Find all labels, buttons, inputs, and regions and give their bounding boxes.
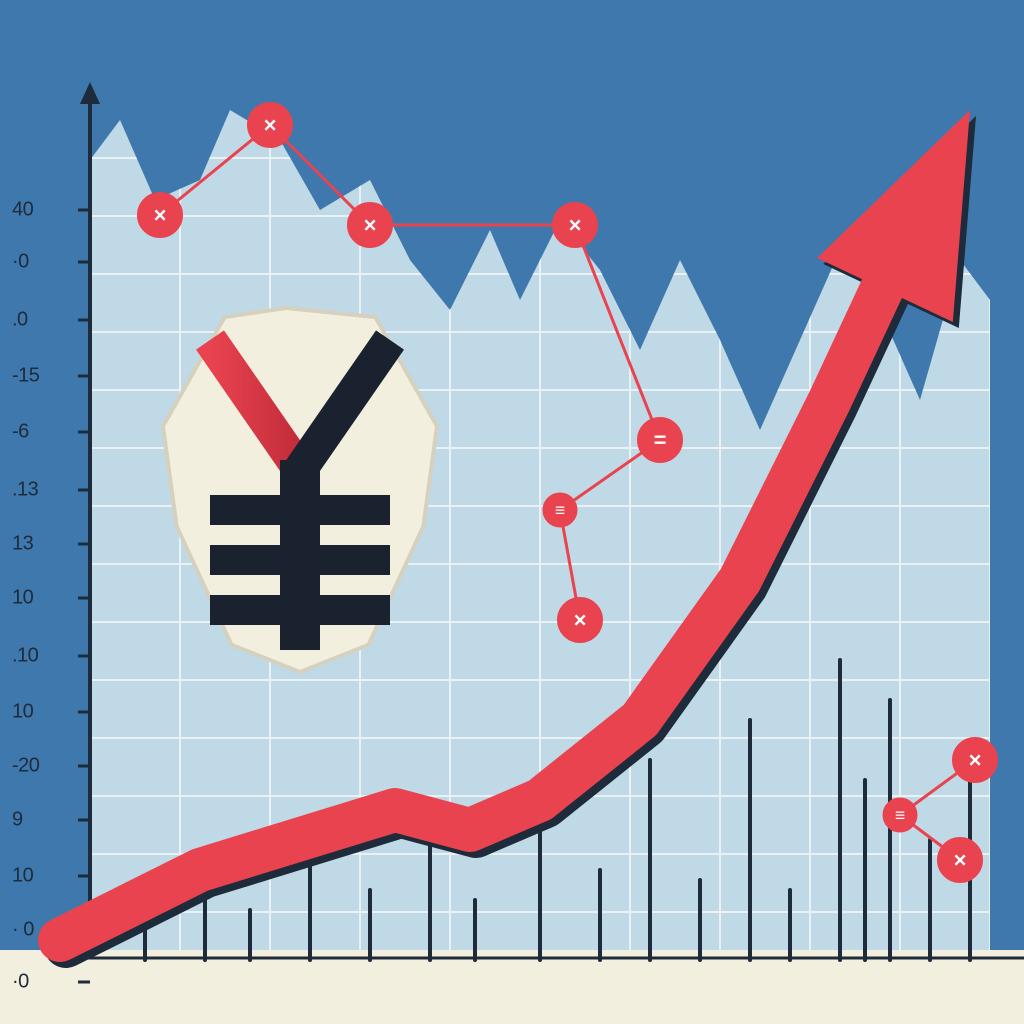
marker-icon: × (154, 203, 167, 228)
y-tick-label: .13 (12, 479, 38, 502)
marker-icon: × (264, 113, 277, 138)
marker-icon: × (954, 848, 967, 873)
chart-svg: × × × × = ≡ × × ≡ × (0, 0, 1024, 1024)
marker-icon: × (969, 748, 982, 773)
y-tick-label: 10 (12, 865, 33, 888)
y-tick-label: -6 (12, 421, 29, 444)
marker-icon: × (364, 213, 377, 238)
y-tick-label: 13 (12, 533, 33, 556)
chart-canvas: × × × × = ≡ × × ≡ × 40 ·0 .0 -15 -6 .13 13 10 .10 10 -20 9 10… (0, 0, 1024, 1024)
marker-icon: × (574, 608, 587, 633)
y-tick-label: 9 (12, 809, 23, 832)
y-tick-label: .0 (12, 309, 28, 332)
y-tick-label: 40 (12, 199, 33, 222)
y-tick-label: ·0 (12, 971, 29, 994)
y-tick-label: .10 (12, 645, 38, 668)
y-tick-label: ·0 (12, 251, 29, 274)
y-tick-label: · 0 (12, 919, 34, 942)
marker-icon: ≡ (895, 805, 905, 825)
y-tick-label: -20 (12, 755, 39, 778)
marker-icon: × (569, 213, 582, 238)
y-tick-label: -15 (12, 365, 39, 388)
marker-icon: ≡ (555, 500, 565, 520)
marker-icon: = (654, 428, 667, 453)
y-tick-label: 10 (12, 587, 33, 610)
y-tick-label: 10 (12, 701, 33, 724)
